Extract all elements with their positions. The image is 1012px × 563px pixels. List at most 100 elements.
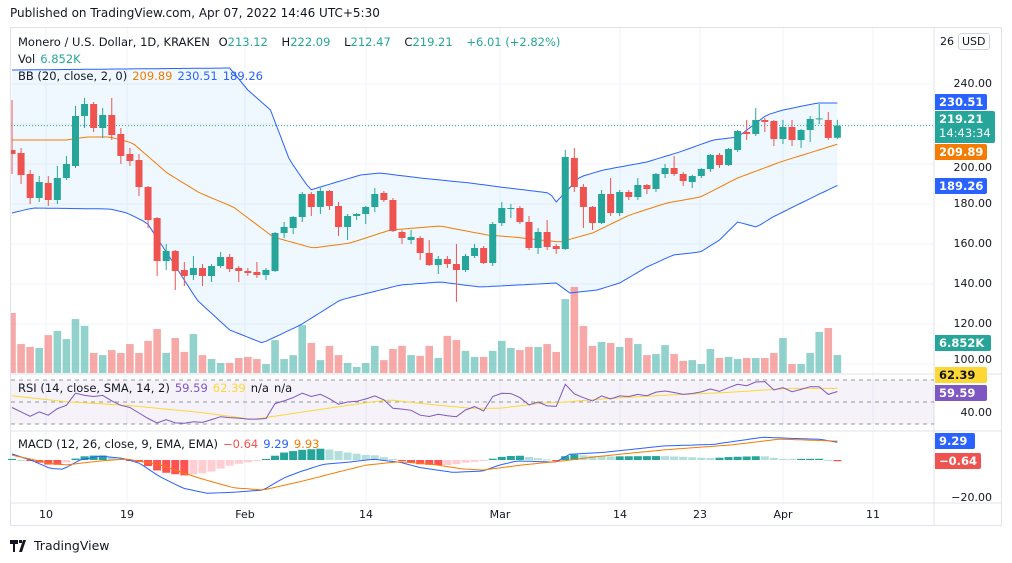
- rsi-na-1: n/a: [250, 381, 269, 395]
- candle-body: [171, 251, 179, 271]
- volume-bar: [697, 364, 706, 373]
- symbol-legend[interactable]: Monero / U.S. Dollar, 1D, KRAKEN O213.12…: [18, 35, 565, 49]
- volume-legend[interactable]: Vol 6.852K: [18, 52, 86, 66]
- volume-bar: [389, 349, 397, 373]
- macd-histogram-bar: [524, 456, 533, 460]
- high-label: H: [281, 35, 291, 49]
- macd-histogram-bar: [651, 456, 660, 460]
- candle-body: [325, 191, 333, 206]
- tradingview-footer[interactable]: TradingView: [10, 538, 110, 553]
- macd-histogram-bar: [316, 448, 325, 460]
- candle-body: [643, 185, 651, 189]
- volume-bar: [26, 346, 34, 373]
- bb-fill: [12, 68, 838, 343]
- volume-bar: [624, 338, 633, 373]
- volume-bar: [380, 360, 388, 373]
- macd-histogram-bar: [443, 460, 452, 465]
- candle-body: [607, 194, 615, 213]
- high-value: 222.09: [290, 35, 331, 49]
- volume-bar: [706, 349, 715, 373]
- volume-bar: [144, 340, 152, 373]
- volume-bar: [316, 360, 325, 373]
- volume-label: Vol: [18, 52, 36, 66]
- macd-histogram-bar: [243, 460, 252, 463]
- candle-body: [117, 134, 125, 156]
- volume-bar: [815, 331, 824, 373]
- volume-bar: [588, 345, 597, 373]
- macd-histogram-bar: [80, 456, 89, 460]
- macd-histogram-bar: [624, 456, 633, 460]
- candle-body: [298, 194, 306, 217]
- rsi-line: [11, 381, 838, 424]
- macd-histogram-bar: [298, 449, 307, 460]
- macd-histogram-bar: [434, 460, 443, 466]
- candle-body: [480, 248, 488, 263]
- macd-histogram-bar: [815, 458, 824, 460]
- volume-bar: [198, 355, 207, 373]
- candle-body: [788, 127, 796, 140]
- macd-histogram-bar: [597, 456, 606, 460]
- volume-bar: [579, 325, 588, 373]
- bollinger-bands: [11, 67, 934, 344]
- rsi-tick: 40.00: [960, 406, 993, 419]
- volume-bar: [325, 345, 334, 373]
- candle-body: [17, 153, 25, 175]
- candle-body: [824, 120, 832, 138]
- candle-body: [416, 238, 424, 253]
- change-value: +6.01 (+2.82%): [466, 35, 561, 49]
- volume-bar: [117, 353, 125, 373]
- macd-histogram-bar: [561, 456, 570, 460]
- volume-bar: [488, 350, 497, 373]
- candle-body: [316, 191, 324, 207]
- candle-body: [752, 120, 760, 134]
- candle-body: [471, 248, 479, 256]
- candle-body: [425, 253, 433, 265]
- candle-body: [688, 176, 696, 182]
- bb-legend[interactable]: BB (20, close, 2, 0) 209.89 230.51 189.26: [18, 69, 268, 83]
- volume-bar: [470, 356, 479, 373]
- candle-body: [697, 169, 705, 176]
- macd-histogram-bar: [207, 460, 216, 472]
- macd-histogram-bar: [760, 456, 769, 460]
- rsi-legend[interactable]: RSI (14, close, SMA, 14, 2) 59.59 62.39 n/a…: [18, 381, 297, 395]
- macd-legend[interactable]: MACD (12, 26, close, 9, EMA, EMA) −0.64 9.…: [18, 437, 324, 451]
- candle-body: [226, 257, 234, 269]
- candle-body: [380, 193, 388, 200]
- macd-histogram-bar: [162, 460, 171, 473]
- volume-bar: [634, 344, 642, 373]
- macd-histogram-bar: [506, 455, 515, 460]
- rsi-na-2: n/a: [273, 381, 293, 395]
- macd-histogram-bar: [388, 459, 397, 461]
- volume-bar: [833, 354, 842, 373]
- macd-histogram-bar: [552, 460, 561, 461]
- bb-label: BB (20, close, 2, 0): [18, 69, 128, 83]
- candle-body: [634, 185, 642, 197]
- candle-body: [271, 233, 279, 271]
- close-value: 219.21: [412, 35, 453, 49]
- candle-body: [507, 208, 515, 209]
- volume-bar: [479, 356, 488, 373]
- rsi-label: RSI (14, close, SMA, 14, 2): [18, 381, 170, 395]
- candle-body: [561, 157, 569, 249]
- macd-histogram-bar: [797, 458, 806, 460]
- volume-bar: [11, 313, 16, 373]
- volume-bar: [44, 335, 53, 373]
- macd-histogram-bar: [679, 456, 688, 460]
- time-label: 10: [39, 508, 53, 521]
- volume-bar: [407, 355, 415, 373]
- candle-body: [217, 257, 225, 266]
- candle-body: [734, 131, 742, 150]
- volume-bar: [53, 330, 62, 373]
- macd-histogram-bar: [778, 458, 787, 460]
- published-caption: Published on TradingView.com, Apr 07, 20…: [10, 6, 380, 20]
- candle-body: [443, 259, 451, 264]
- candle-body: [162, 251, 170, 261]
- macd-histogram-bar: [615, 456, 624, 460]
- volume-bar: [824, 328, 833, 373]
- open-label: O: [218, 35, 228, 49]
- currency-button[interactable]: USD: [958, 33, 990, 50]
- bb-lower-line: [11, 185, 838, 344]
- macd-histogram-bar: [742, 456, 751, 460]
- tradingview-logo-icon: [10, 539, 26, 552]
